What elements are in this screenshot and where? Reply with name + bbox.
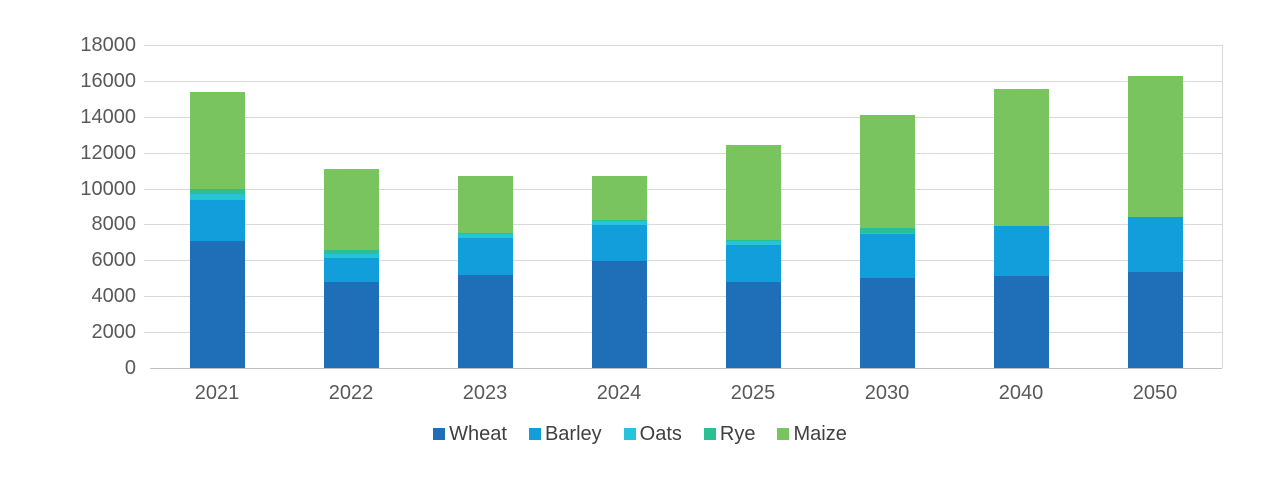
bar-2022-rye-segment bbox=[323, 249, 379, 254]
x-axis-label-2050: 2050 bbox=[1132, 382, 1178, 404]
legend-item-barley: Barley bbox=[528, 423, 602, 445]
legend-item-wheat: Wheat bbox=[433, 423, 507, 445]
bar-2025-maize-segment bbox=[725, 145, 781, 240]
gridline bbox=[144, 188, 1222, 190]
gridline bbox=[144, 45, 1222, 46]
bar-2024-wheat-segment bbox=[591, 261, 647, 368]
bar-2021-oats-segment bbox=[189, 193, 245, 201]
bar-2025-oats-segment bbox=[725, 241, 781, 246]
legend-swatch-oats bbox=[623, 428, 636, 440]
chart-legend: Wheat Barley Oats Rye Maize bbox=[0, 423, 1280, 445]
x-axis-label-2023: 2023 bbox=[462, 382, 508, 404]
gridline bbox=[144, 260, 1222, 262]
bar-2021-barley-segment bbox=[189, 200, 245, 241]
bar-2030-maize-segment bbox=[859, 114, 915, 229]
bar-2025-rye-segment bbox=[725, 239, 781, 242]
y-axis-tick-label: 4000 bbox=[91, 285, 137, 308]
gridline bbox=[144, 116, 1222, 118]
bar-2024-maize-segment bbox=[591, 175, 647, 220]
bar-2030-oats-segment bbox=[859, 232, 915, 235]
y-axis-tick-label: 16000 bbox=[80, 69, 136, 92]
bar-2022-wheat-segment bbox=[323, 281, 379, 368]
legend-label-oats: Oats bbox=[639, 423, 682, 445]
legend-swatch-wheat bbox=[433, 428, 446, 440]
bar-2040-wheat-segment bbox=[993, 276, 1049, 368]
y-axis-tick-label: 2000 bbox=[91, 321, 137, 344]
x-axis-label-2021: 2021 bbox=[194, 382, 240, 404]
legend-label-rye: Rye bbox=[719, 423, 756, 445]
bar-2024-oats-segment bbox=[591, 220, 647, 226]
bar-2023-rye-segment bbox=[457, 233, 513, 235]
legend-label-maize: Maize bbox=[793, 423, 847, 445]
legend-item-oats: Oats bbox=[623, 423, 682, 445]
x-axis-line bbox=[150, 368, 1222, 369]
bar-2021-wheat-segment bbox=[189, 240, 245, 368]
bar-2021-maize-segment bbox=[189, 91, 245, 189]
x-axis-label-2024: 2024 bbox=[596, 382, 642, 404]
gridline bbox=[144, 152, 1222, 154]
bar-2024-rye-segment bbox=[591, 219, 647, 221]
legend-swatch-rye bbox=[703, 428, 716, 440]
legend-label-barley: Barley bbox=[544, 423, 602, 445]
bar-2025-wheat-segment bbox=[725, 281, 781, 368]
gridline bbox=[144, 80, 1222, 82]
bar-2030-barley-segment bbox=[859, 234, 915, 279]
bar-2025-barley-segment bbox=[725, 245, 781, 282]
bar-2022-oats-segment bbox=[323, 253, 379, 258]
x-axis-label-2030: 2030 bbox=[864, 382, 910, 404]
bar-2050-barley-segment bbox=[1127, 217, 1183, 272]
x-axis-label-2022: 2022 bbox=[328, 382, 374, 404]
y-axis-tick-label: 18000 bbox=[80, 34, 136, 56]
legend-swatch-maize bbox=[777, 428, 790, 440]
y-axis-tick-label: 0 bbox=[124, 357, 136, 379]
gridline bbox=[144, 224, 1222, 226]
bar-2050-maize-segment bbox=[1127, 76, 1183, 218]
bar-2023-wheat-segment bbox=[457, 274, 513, 368]
y-axis-tick-label: 6000 bbox=[91, 249, 137, 272]
y-axis-tick-label: 14000 bbox=[80, 105, 136, 128]
bar-2040-barley-segment bbox=[993, 226, 1049, 277]
legend-item-rye: Rye bbox=[703, 423, 756, 445]
x-axis-label-2040: 2040 bbox=[998, 382, 1044, 404]
bar-2022-maize-segment bbox=[323, 168, 379, 250]
bar-2030-wheat-segment bbox=[859, 278, 915, 368]
bar-2021-rye-segment bbox=[189, 188, 245, 194]
plot-right-border bbox=[1222, 45, 1223, 368]
x-axis-label-2025: 2025 bbox=[730, 382, 776, 404]
bar-2023-barley-segment bbox=[457, 237, 513, 275]
y-axis-tick-label: 12000 bbox=[80, 141, 136, 164]
bar-2022-barley-segment bbox=[323, 257, 379, 282]
y-axis-tick-label: 8000 bbox=[91, 213, 137, 236]
bar-2024-barley-segment bbox=[591, 225, 647, 262]
y-axis-tick-label: 10000 bbox=[80, 177, 136, 200]
bar-2040-maize-segment bbox=[993, 88, 1049, 227]
legend-item-maize: Maize bbox=[777, 423, 847, 445]
bar-2030-rye-segment bbox=[859, 228, 915, 233]
gridline bbox=[144, 296, 1222, 298]
legend-label-wheat: Wheat bbox=[449, 423, 507, 445]
bar-2023-maize-segment bbox=[457, 175, 513, 234]
legend-swatch-barley bbox=[528, 428, 541, 440]
gridline bbox=[144, 332, 1222, 334]
bar-2050-wheat-segment bbox=[1127, 271, 1183, 368]
bar-2023-oats-segment bbox=[457, 234, 513, 238]
